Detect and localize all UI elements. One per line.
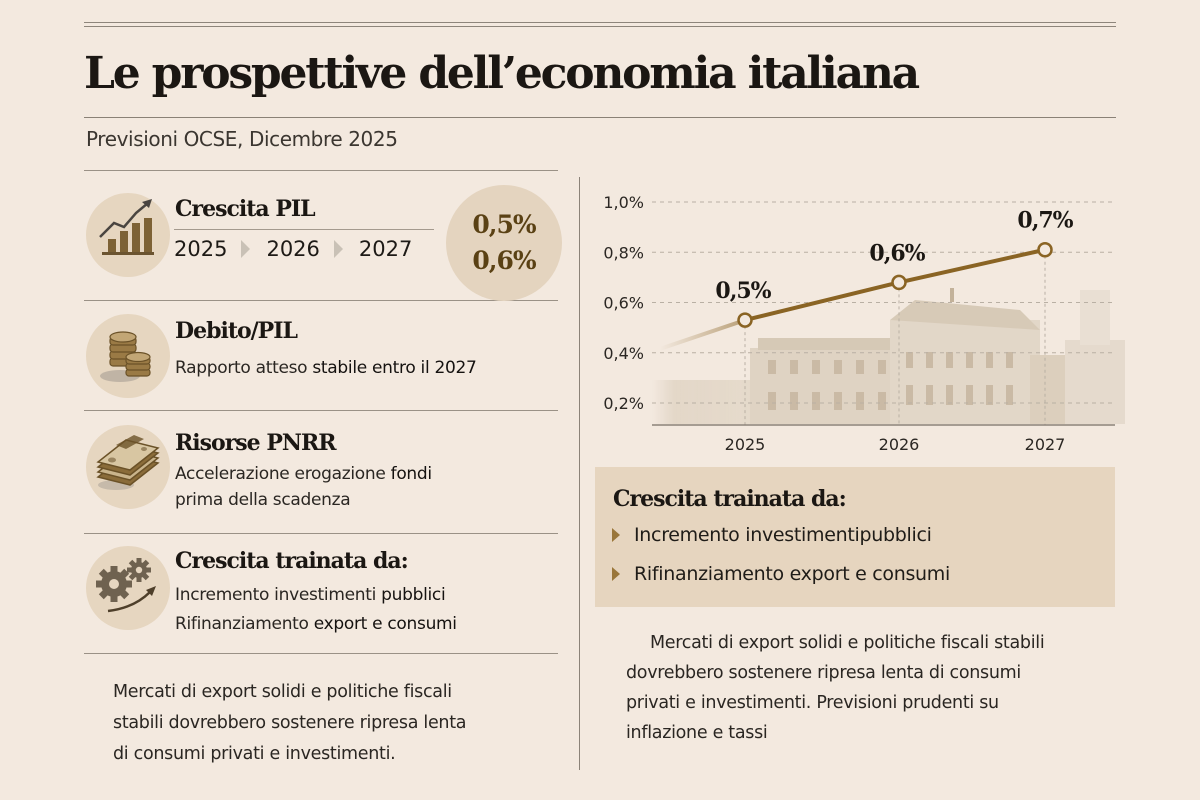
data-point xyxy=(891,274,907,291)
text-span: e investimenti. xyxy=(264,744,396,764)
text-span: e politiche fiscali xyxy=(305,682,452,702)
year-label: 2025 xyxy=(174,237,228,261)
pnrr-text-line1: Accelerazione erogazione fondi xyxy=(175,460,432,488)
debito-text-plain: Rapporto atteso xyxy=(175,358,313,378)
paragraph-line: privati e investimenti. Previsioni prude… xyxy=(626,693,999,713)
chart-svg: 0,2%0,4%0,6%0,8%1,0% 2025 2026 2027 0,5%0,… xyxy=(603,193,1125,454)
y-axis-ticks: 0,2% 0,4% 0,6% 0,8% 1,0% xyxy=(603,193,644,413)
drivers-item-plain: Rifinanziamento xyxy=(175,614,314,634)
data-label: 0,7% xyxy=(1017,208,1073,234)
drivers-item-bold: pubblici xyxy=(381,585,446,605)
drivers-item-bold: export e consumi xyxy=(313,614,457,634)
drivers-box-item-bold: pubblici xyxy=(859,524,932,546)
text-span: privati xyxy=(210,744,265,764)
paragraph-line: dovrebbero sostenere ripresa lenta di co… xyxy=(626,658,1126,688)
y-tick-label: 1,0% xyxy=(603,193,644,212)
y-tick-label: 0,4% xyxy=(603,344,644,363)
left-divider xyxy=(84,653,558,654)
pnrr-title: Risorse PNRR xyxy=(175,430,337,456)
series-line xyxy=(659,241,1053,351)
text-span: Mercati xyxy=(113,682,181,702)
triangle-bullet-icon xyxy=(612,528,620,542)
pnrr-text-bold: fondi xyxy=(390,464,432,484)
x-tick-label: 2027 xyxy=(1025,435,1066,454)
pnrr-text-line2: prima della scadenza xyxy=(175,490,351,510)
data-label: 0,6% xyxy=(869,240,925,266)
series-lead-in xyxy=(659,318,746,351)
paragraph-line: Mercati di export solidi e politiche fis… xyxy=(626,628,1126,658)
building-illustration xyxy=(652,288,1125,424)
debito-text: Rapporto atteso stabile entro il 2027 xyxy=(175,354,477,382)
text-span: di export solidi xyxy=(180,682,306,702)
year-label: 2026 xyxy=(266,237,320,261)
column-divider xyxy=(579,177,580,770)
drivers-box xyxy=(595,467,1115,607)
x-tick-label: 2026 xyxy=(879,435,920,454)
text-span: dovrebbero sostenere ripresa lenta xyxy=(626,663,929,683)
x-tick-label: 2025 xyxy=(725,435,766,454)
left-divider xyxy=(84,300,558,301)
drivers-item: Incremento investimenti pubblici xyxy=(175,581,446,609)
y-tick-label: 0,6% xyxy=(603,294,644,313)
left-divider xyxy=(84,170,558,171)
drivers-box-item: Incremento investimenti pubblici xyxy=(612,524,932,546)
drivers-title: Crescita trainata da: xyxy=(175,548,409,574)
paragraph-line: stabili dovrebbero sostenere ripresa len… xyxy=(113,713,467,733)
page-title: Le prospettive dell’economia italiana xyxy=(84,48,920,99)
x-axis-ticks: 2025 2026 2027 xyxy=(725,435,1066,454)
text-span: Mercati di export solidi e politiche fis… xyxy=(650,633,1045,653)
title-rule xyxy=(84,117,1116,118)
chevron-right-icon xyxy=(241,240,251,258)
y-tick-label: 0,2% xyxy=(603,394,644,413)
gdp-growth-chart: 0,2% 0,4% 0,6% 0,8% 1,0% 2025 2026 2027 0,5% 0,… xyxy=(590,180,1130,465)
gears-growth-icon xyxy=(86,546,170,630)
banknotes-stack-icon xyxy=(86,425,170,509)
coins-stack-icon xyxy=(86,314,170,398)
paragraph-line: inflazione e tassi xyxy=(626,723,768,743)
pil-years: 2025 2026 2027 xyxy=(174,237,412,261)
left-paragraph: Mercati di export solidi e politiche fis… xyxy=(113,677,563,770)
right-paragraph: Mercati di export solidi e politiche fis… xyxy=(626,628,1126,748)
data-point xyxy=(737,312,753,328)
debito-title: Debito/PIL xyxy=(175,318,298,344)
year-label: 2027 xyxy=(358,237,413,261)
drivers-box-item-plain: Rifinanziamento xyxy=(634,563,790,585)
chevron-right-icon xyxy=(333,240,343,258)
data-label: 0,5% xyxy=(715,278,771,304)
drivers-box-item: Rifinanziamento export e consumi xyxy=(612,563,950,585)
drivers-item-plain: Incremento investimenti xyxy=(175,585,382,605)
left-divider xyxy=(84,410,558,411)
data-point xyxy=(1037,241,1053,258)
pil-values-badge: 0,5% 0,6% xyxy=(446,185,562,301)
bar-chart-growth-icon xyxy=(86,193,170,277)
pil-rule xyxy=(174,229,434,230)
pil-value: 0,6% xyxy=(472,246,536,275)
drivers-box-title: Crescita trainata da: xyxy=(613,486,847,512)
paragraph-line: Mercati di export solidi e politiche fis… xyxy=(113,677,563,708)
text-span: di consumi xyxy=(928,663,1021,683)
left-divider xyxy=(84,533,558,534)
pil-title: Crescita PIL xyxy=(175,196,316,222)
text-span: di consumi xyxy=(113,744,211,764)
paragraph-line: di consumi privati e investimenti. xyxy=(113,739,563,770)
top-double-rule xyxy=(84,22,1116,27)
y-tick-label: 0,8% xyxy=(603,243,644,262)
data-labels: 0,5% 0,6% 0,7% xyxy=(715,208,1074,304)
triangle-bullet-icon xyxy=(612,567,620,581)
pnrr-text-plain: Accelerazione erogazione xyxy=(175,464,391,484)
drivers-item: Rifinanziamento export e consumi xyxy=(175,610,457,638)
debito-text-bold: stabile entro il 2027 xyxy=(312,358,477,378)
drivers-box-item-bold: export e consumi xyxy=(789,563,951,585)
page-subtitle: Previsioni OCSE, Dicembre 2025 xyxy=(86,127,398,151)
drivers-box-item-plain: Incremento investimenti xyxy=(634,524,860,546)
pil-value: 0,5% xyxy=(472,210,536,239)
